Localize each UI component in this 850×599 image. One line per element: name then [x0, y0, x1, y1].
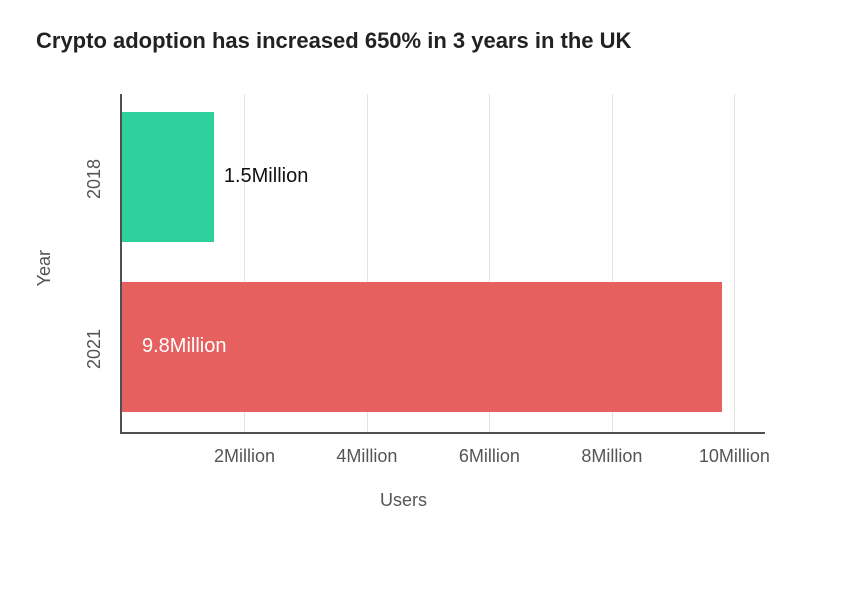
- gridline: [734, 94, 735, 432]
- x-tick: 4Million: [336, 446, 397, 467]
- chart-title: Crypto adoption has increased 650% in 3 …: [36, 28, 810, 54]
- y-tick-2021: 2021: [84, 309, 105, 389]
- x-tick: 2Million: [214, 446, 275, 467]
- bar-label-2018: 1.5Million: [224, 165, 308, 188]
- x-axis-label: Users: [380, 490, 427, 511]
- x-tick: 8Million: [581, 446, 642, 467]
- y-tick-2018: 2018: [84, 139, 105, 219]
- bar-label-2021: 9.8Million: [142, 335, 226, 358]
- bar-2018: [122, 112, 214, 242]
- plot-region: 2Million4Million6Million8Million10Millio…: [120, 94, 765, 434]
- chart-container: Crypto adoption has increased 650% in 3 …: [0, 0, 850, 599]
- y-axis-label: Year: [34, 250, 55, 286]
- x-tick: 6Million: [459, 446, 520, 467]
- x-tick: 10Million: [699, 446, 770, 467]
- chart-area: 2Million4Million6Million8Million10Millio…: [120, 94, 810, 434]
